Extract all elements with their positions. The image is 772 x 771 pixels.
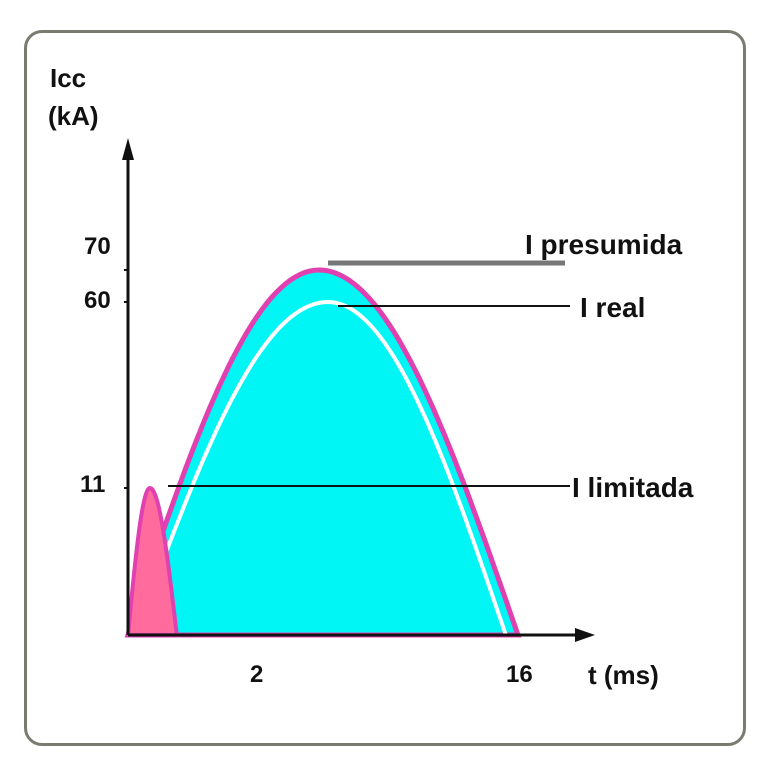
x-tick-16: 16 [506, 661, 533, 688]
y-tick-60: 60 [84, 287, 111, 314]
curve-i-presumida [124, 267, 522, 638]
annotation-i-limitada: I limitada [572, 472, 694, 503]
annotation-i-real: I real [580, 292, 645, 323]
y-tick-11: 11 [80, 471, 105, 498]
annotation-i-presumida: I presumida [525, 229, 683, 260]
curve-i-limitada [125, 485, 180, 637]
y-tick-70: 70 [84, 233, 111, 260]
x-axis-arrow [575, 628, 595, 642]
y-axis-arrow [122, 138, 134, 160]
xlabel: t (ms) [588, 660, 659, 690]
x-tick-2: 2 [250, 661, 263, 688]
ylabel-line-2: (kA) [48, 101, 99, 131]
ylabel-line-1: Icc [50, 63, 86, 93]
curve-i-real [133, 299, 508, 636]
plot-area [122, 138, 595, 642]
